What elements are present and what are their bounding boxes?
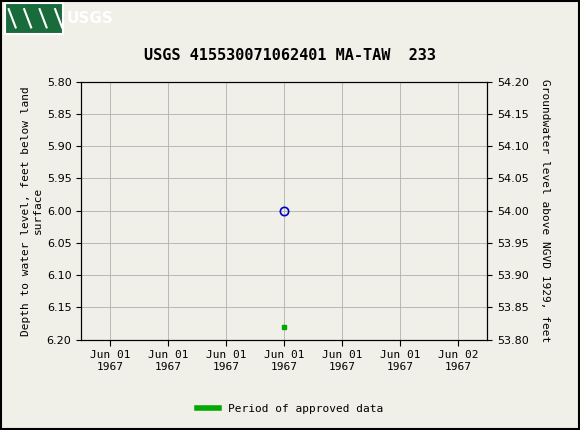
Y-axis label: Groundwater level above NGVD 1929, feet: Groundwater level above NGVD 1929, feet [540,79,550,342]
Text: USGS: USGS [67,11,114,26]
FancyBboxPatch shape [5,3,63,34]
Text: USGS 415530071062401 MA-TAW  233: USGS 415530071062401 MA-TAW 233 [144,49,436,63]
Legend: Period of approved data: Period of approved data [193,399,387,418]
Y-axis label: Depth to water level, feet below land
surface: Depth to water level, feet below land su… [21,86,42,335]
